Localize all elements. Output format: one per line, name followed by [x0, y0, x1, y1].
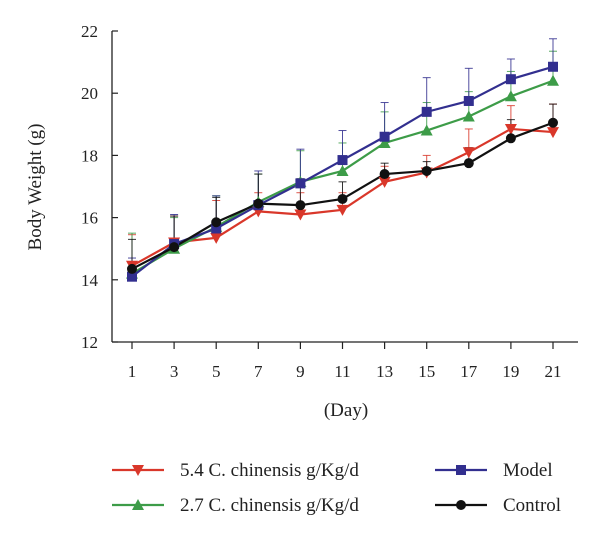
point-control [337, 193, 348, 204]
y-tick-label: 22 [81, 22, 98, 41]
y-tick-label: 12 [81, 333, 98, 352]
point-control [253, 198, 264, 209]
point-model [548, 61, 558, 72]
point-control [421, 165, 432, 176]
point-2-7-c-chinensis-g-kg-d [420, 124, 433, 136]
legend-marker-control [456, 500, 466, 510]
legend-marker-model [456, 465, 466, 475]
legend-label-model: Model [503, 460, 553, 481]
x-tick-label: 7 [254, 362, 263, 381]
series-markers [126, 61, 559, 282]
point-model [211, 223, 222, 234]
point-model [127, 271, 137, 282]
point-5-4-c-chinensis-g-kg-d [462, 147, 475, 159]
y-axis-title: Body Weight (g) [25, 124, 46, 251]
point-model [463, 95, 474, 106]
legend: 5.4 C. chinensis g/Kg/d Model 2.7 C. chine… [112, 460, 561, 516]
x-tick-label: 13 [376, 362, 393, 381]
point-2-7-c-chinensis-g-kg-d [378, 136, 391, 148]
x-tick-label: 3 [170, 362, 179, 381]
legend-label-control: Control [503, 495, 561, 516]
x-tick-label: 5 [212, 362, 221, 381]
x-tick-label: 11 [334, 362, 350, 381]
point-model [379, 131, 390, 142]
x-axis-title: (Day) [324, 400, 368, 421]
y-tick-label: 16 [81, 209, 98, 228]
point-control [463, 158, 474, 169]
legend-label-2-7-c-chinensis-g-kg-d: 2.7 C. chinensis g/Kg/d [180, 495, 359, 516]
x-tick-label: 15 [418, 362, 435, 381]
legend-marker-2-7-c-chinensis-g-kg-d [132, 499, 144, 510]
x-tick-label: 19 [502, 362, 519, 381]
series-line-2-7-c-chinensis-g-kg-d [131, 79, 554, 275]
legend-marker-5-4-c-chinensis-g-kg-d [132, 465, 144, 476]
point-2-7-c-chinensis-g-kg-d [504, 90, 517, 102]
point-2-7-c-chinensis-g-kg-d [547, 74, 559, 86]
point-5-4-c-chinensis-g-kg-d [210, 232, 223, 244]
point-model [295, 178, 306, 189]
point-5-4-c-chinensis-g-kg-d [294, 209, 307, 221]
point-2-7-c-chinensis-g-kg-d [462, 110, 475, 122]
point-model [421, 106, 432, 117]
legend-label-5-4-c-chinensis-g-kg-d: 5.4 C. chinensis g/Kg/d [180, 460, 359, 481]
point-control [169, 242, 180, 253]
x-tick-label: 17 [460, 362, 478, 381]
y-tick-label: 14 [81, 271, 99, 290]
x-tick-label: 1 [128, 362, 137, 381]
point-2-7-c-chinensis-g-kg-d [336, 164, 349, 176]
point-5-4-c-chinensis-g-kg-d [336, 204, 349, 216]
y-tick-label: 18 [81, 146, 98, 165]
point-model [505, 74, 516, 85]
y-tick-label: 20 [81, 84, 98, 103]
point-control [379, 169, 390, 180]
point-control [505, 133, 516, 144]
x-tick-label: 21 [545, 362, 562, 381]
point-5-4-c-chinensis-g-kg-d [504, 123, 517, 135]
point-control [548, 117, 558, 128]
point-5-4-c-chinensis-g-kg-d [378, 176, 391, 188]
point-5-4-c-chinensis-g-kg-d [547, 127, 559, 139]
point-control [295, 200, 306, 211]
point-model [337, 155, 348, 166]
point-control [127, 263, 137, 274]
point-control [211, 217, 222, 228]
x-tick-label: 9 [296, 362, 305, 381]
